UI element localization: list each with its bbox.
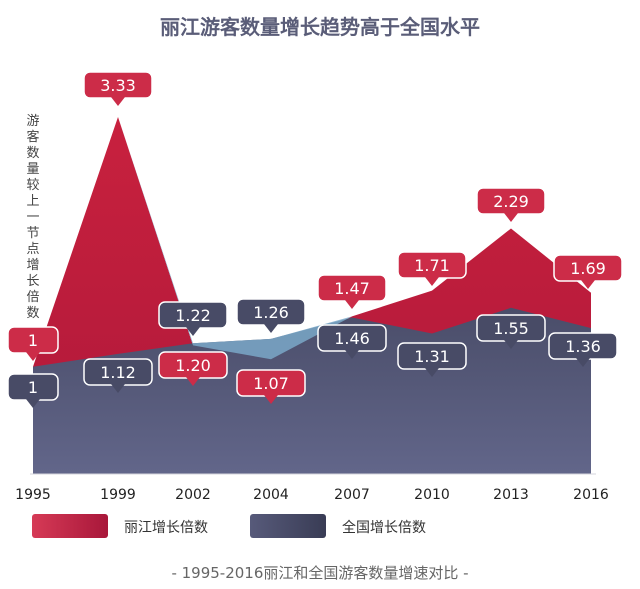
legend-label-lijiang: 丽江增长倍数 <box>124 520 208 536</box>
data-label-lijiang-text: 1 <box>28 331 38 350</box>
y-axis-label-char: 数 <box>26 146 39 161</box>
data-label-lijiang-pointer <box>186 377 200 386</box>
y-axis-label-char: 上 <box>26 194 39 209</box>
data-label-lijiang: 1 <box>7 326 59 361</box>
legend-swatch-lijiang <box>32 514 108 538</box>
x-tick-label: 2010 <box>414 487 450 503</box>
data-label-national-text: 1.22 <box>175 306 211 325</box>
data-label-national: 1.46 <box>317 324 387 359</box>
data-label-national-text: 1.46 <box>334 329 370 348</box>
x-tick-label: 2004 <box>253 487 289 503</box>
y-axis-label-char: 较 <box>26 178 39 193</box>
data-label-national-pointer <box>576 358 590 367</box>
data-label-lijiang: 1.71 <box>397 251 467 286</box>
data-label-national-text: 1.12 <box>100 363 136 382</box>
x-axis-ticks: 1995 1999 2002 2004 2007 2010 2013 2016 <box>15 487 609 503</box>
y-axis-label-char: 节 <box>26 226 39 241</box>
data-label-national-pointer <box>26 399 40 408</box>
x-tick-label: 2002 <box>175 487 211 503</box>
data-label-national: 1.12 <box>83 358 153 393</box>
y-axis-label-char: 增 <box>26 258 39 273</box>
data-label-lijiang: 1.69 <box>553 254 623 289</box>
data-label-national-pointer <box>186 327 200 336</box>
area-layer <box>33 116 591 474</box>
legend-label-national: 全国增长倍数 <box>342 519 426 536</box>
data-label-national-pointer <box>345 350 359 359</box>
data-label-national-text: 1.31 <box>414 347 450 366</box>
y-axis-label-char: 一 <box>26 210 39 225</box>
data-label-national-text: 1 <box>28 378 38 397</box>
data-label-lijiang-pointer <box>264 395 278 404</box>
data-label-national: 1.55 <box>476 314 546 349</box>
y-axis-label-char: 游 <box>26 114 39 129</box>
data-label-lijiang: 2.29 <box>476 187 546 222</box>
y-axis-label-char: 倍 <box>26 290 39 305</box>
data-label-national-pointer <box>264 324 278 333</box>
data-label-national-text: 1.26 <box>253 303 289 322</box>
data-label-national-pointer <box>504 340 518 349</box>
data-label-national-pointer <box>111 384 125 393</box>
y-axis-label-char: 客 <box>26 129 39 145</box>
chart-subtitle: - 1995-2016丽江和全国游客数量增速对比 - <box>171 564 468 582</box>
data-label-lijiang-text: 3.33 <box>100 76 136 95</box>
data-label-lijiang-text: 1.69 <box>570 259 606 278</box>
data-label-lijiang: 1.20 <box>158 351 228 386</box>
data-label-national: 1 <box>7 373 59 408</box>
y-axis-label-char: 点 <box>26 242 39 257</box>
x-tick-label: 2013 <box>493 487 529 503</box>
data-label-national-text: 1.55 <box>493 319 529 338</box>
x-tick-label: 2016 <box>573 487 609 503</box>
data-label-layer: 1 3.33 1.20 1.07 1.47 1.71 2.29 1.69 1 1.12 1.22 1.… <box>7 71 623 408</box>
data-label-lijiang-text: 1.20 <box>175 356 211 375</box>
y-axis-label-char: 长 <box>26 274 39 289</box>
data-label-lijiang-pointer <box>504 213 518 222</box>
data-label-lijiang-pointer <box>425 277 439 286</box>
data-label-national: 1.22 <box>158 301 228 336</box>
data-label-lijiang-pointer <box>111 97 125 106</box>
data-label-lijiang: 1.07 <box>236 369 306 404</box>
x-tick-label: 2007 <box>334 487 370 503</box>
data-label-lijiang-text: 1.71 <box>414 256 450 275</box>
chart-title: 丽江游客数量增长趋势高于全国水平 <box>160 15 480 39</box>
data-label-lijiang-pointer <box>581 280 595 289</box>
legend-swatch-national <box>250 514 326 538</box>
data-label-national: 1.31 <box>397 342 467 377</box>
y-axis-label-char: 数 <box>26 306 39 321</box>
legend: 丽江增长倍数 全国增长倍数 <box>32 514 426 538</box>
data-label-lijiang: 3.33 <box>83 71 153 106</box>
data-label-lijiang: 1.47 <box>317 274 387 309</box>
x-tick-label: 1995 <box>15 487 51 503</box>
data-label-lijiang-text: 2.29 <box>493 192 529 211</box>
data-label-lijiang-text: 1.47 <box>334 279 370 298</box>
data-label-lijiang-pointer <box>345 300 359 309</box>
data-label-national: 1.36 <box>548 332 618 367</box>
data-label-lijiang-text: 1.07 <box>253 374 289 393</box>
data-label-national-text: 1.36 <box>565 337 601 356</box>
data-label-national-pointer <box>425 368 439 377</box>
data-label-national: 1.26 <box>236 298 306 333</box>
y-axis-label-char: 量 <box>26 162 39 177</box>
x-tick-label: 1999 <box>100 487 136 503</box>
data-label-lijiang-pointer <box>26 352 40 361</box>
